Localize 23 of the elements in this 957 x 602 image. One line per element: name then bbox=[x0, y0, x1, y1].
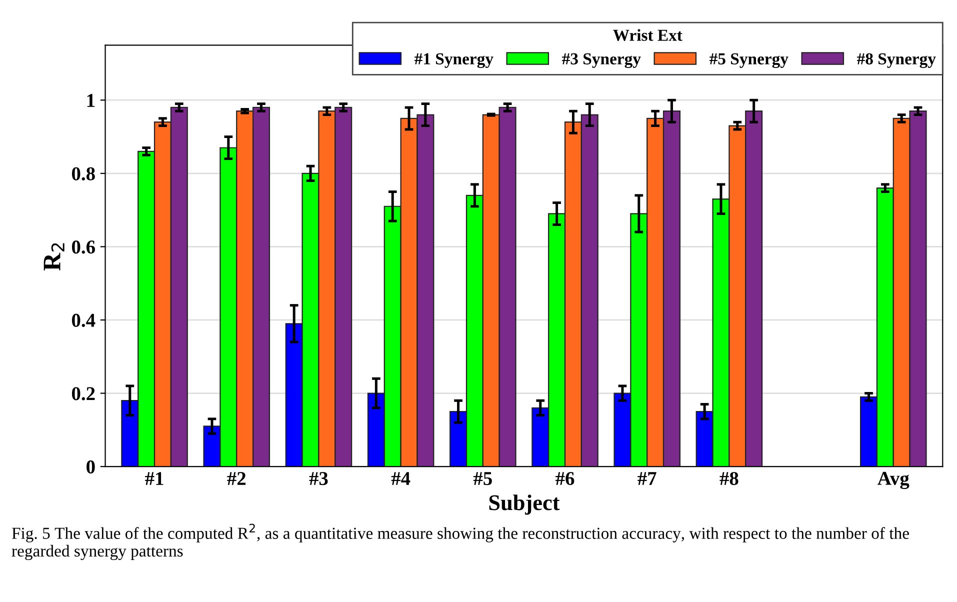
y-tick-label: 0 bbox=[86, 460, 95, 474]
x-tick-label: Avg bbox=[878, 472, 910, 490]
legend-label: #5 Synergy bbox=[710, 53, 788, 68]
y-tick-label: 0.4 bbox=[72, 314, 96, 327]
x-tick-label: #5 bbox=[473, 472, 492, 486]
legend-label: #1 Synergy bbox=[414, 53, 494, 68]
legend-label: #3 Synergy bbox=[562, 53, 641, 68]
x-tick-label: #8 bbox=[720, 472, 738, 486]
y-tick-label: 1 bbox=[87, 94, 95, 107]
x-tick-label: #2 bbox=[227, 472, 246, 485]
y-tick-label: 0.8 bbox=[72, 167, 95, 180]
x-tick-label: #4 bbox=[391, 472, 410, 485]
y-tick-label: 0.2 bbox=[72, 387, 95, 400]
y-tick-label: 0.6 bbox=[72, 240, 95, 254]
legend-label: #8 Synergy bbox=[857, 53, 936, 68]
x-tick-label: #1 bbox=[145, 472, 164, 485]
x-tick-label: #7 bbox=[638, 472, 656, 485]
x-axis-title: Subject bbox=[489, 494, 560, 515]
y-axis-title: R$_{2}$ bbox=[44, 243, 64, 271]
text: Fig. 5 The value of the computed R$^{2}$, as a quantitative measure showing the reconstruction accuracy, with respect to the number of the regarded synergy patterns bbox=[12, 524, 909, 560]
x-tick-label: #3 bbox=[309, 472, 328, 486]
legend-title: Wrist Ext bbox=[613, 29, 682, 42]
x-tick-label: #6 bbox=[556, 472, 574, 486]
